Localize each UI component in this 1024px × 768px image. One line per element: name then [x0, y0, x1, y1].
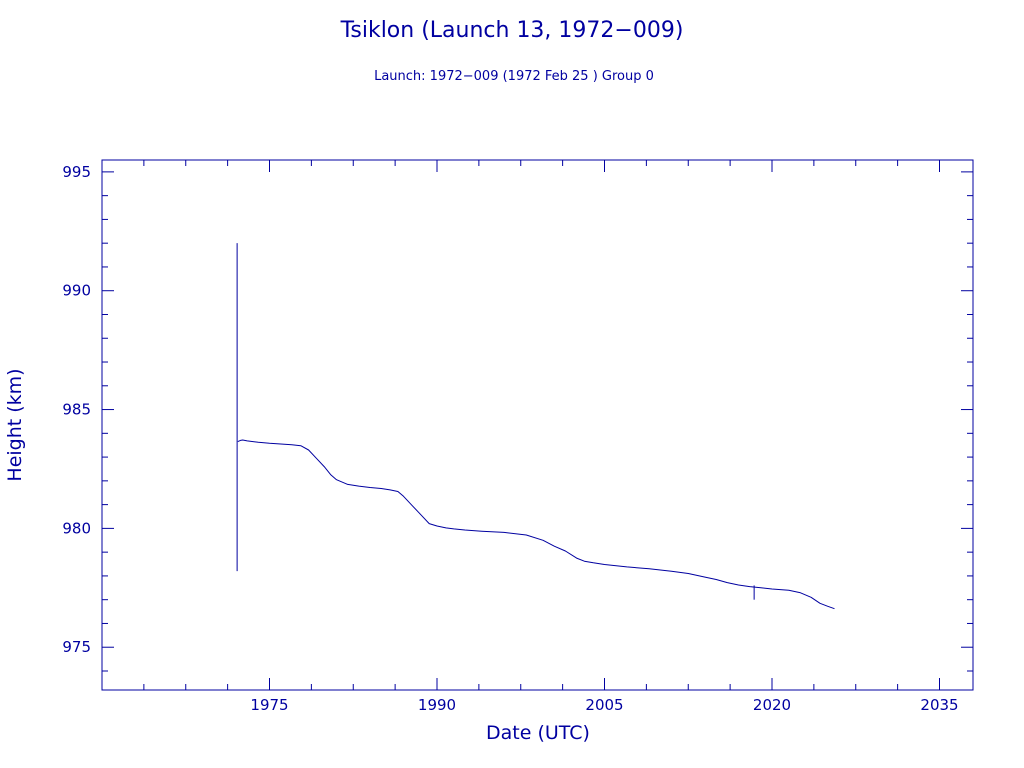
height-series-line	[237, 439, 835, 610]
y-tick-label: 995	[62, 163, 91, 181]
x-tick-label: 2020	[753, 696, 791, 714]
y-tick-label: 985	[62, 401, 91, 419]
chart-subtitle: Launch: 1972−009 (1972 Feb 25 ) Group 0	[374, 69, 654, 84]
x-tick-label: 2035	[920, 696, 958, 714]
x-tick-label: 1990	[418, 696, 456, 714]
x-axis-label: Date (UTC)	[486, 722, 590, 744]
y-axis-label: Height (km)	[4, 368, 26, 481]
data-marks	[236, 243, 835, 610]
y-tick-label: 980	[62, 519, 91, 537]
y-tick-label: 975	[62, 638, 91, 656]
x-tick-label: 1975	[250, 696, 288, 714]
plot-frame	[101, 159, 974, 691]
axis-tick-labels: 1975 1990 2005 2020 2035 975 980 985 990 995	[62, 163, 958, 714]
axis-ticks	[102, 160, 973, 690]
x-tick-label: 2005	[585, 696, 623, 714]
chart-title: Tsiklon (Launch 13, 1972−009)	[340, 18, 684, 43]
y-tick-label: 990	[62, 282, 91, 300]
